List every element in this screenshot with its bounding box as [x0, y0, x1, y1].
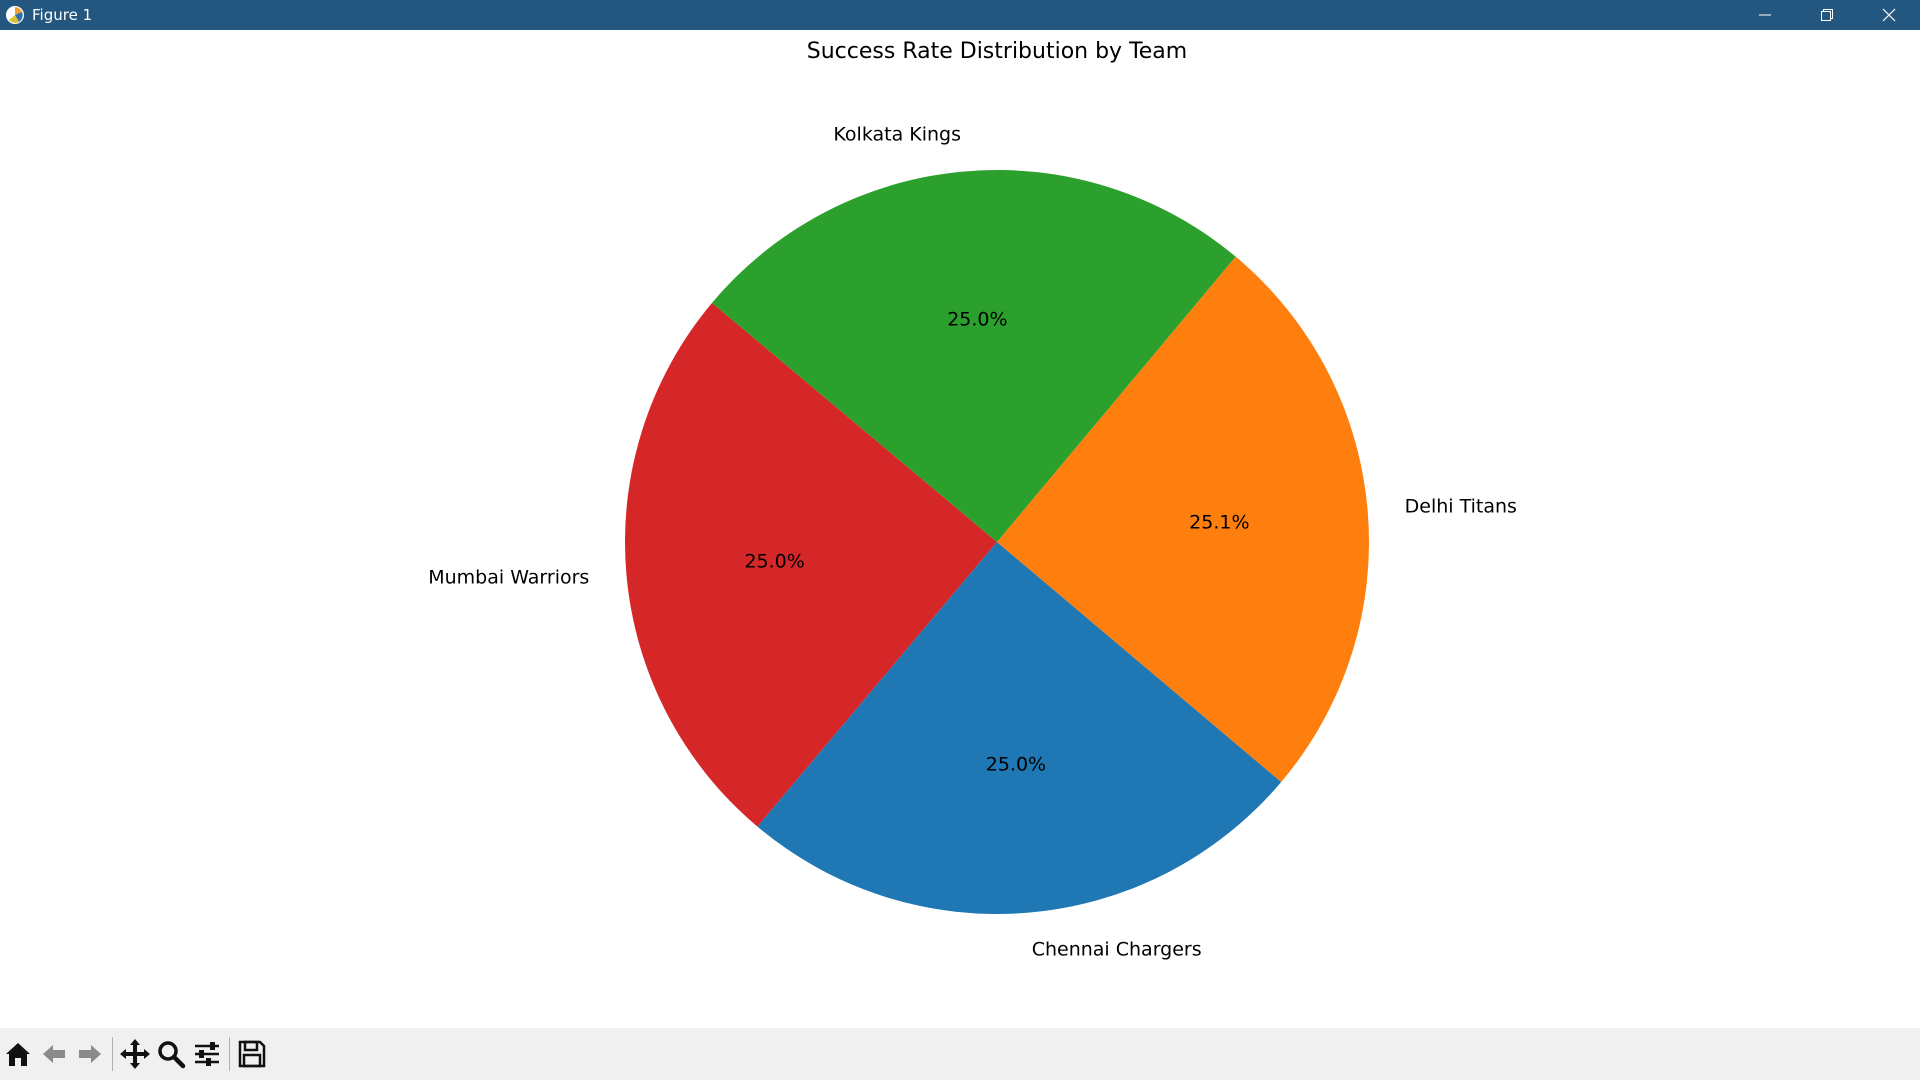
toolbar-separator: [229, 1037, 230, 1071]
pan-button[interactable]: [117, 1034, 153, 1074]
pie-slice-0: [625, 302, 997, 827]
home-icon: [6, 1043, 30, 1066]
home-button[interactable]: [0, 1034, 36, 1074]
figure-canvas: Success Rate Distribution by Team 25.0% M…: [0, 30, 1920, 1028]
restore-icon: [1821, 9, 1833, 21]
navigation-toolbar: [0, 1028, 1920, 1080]
restore-button[interactable]: [1796, 0, 1858, 30]
slice-percent-label: 25.0%: [744, 550, 804, 572]
configure-subplots-button[interactable]: [189, 1034, 225, 1074]
close-button[interactable]: [1858, 0, 1920, 30]
forward-button[interactable]: [72, 1034, 108, 1074]
slice-percent-label: 25.0%: [986, 753, 1046, 775]
slice-percent-label: 25.0%: [947, 309, 1007, 331]
pie-slice-1: [757, 542, 1282, 914]
forward-arrow-icon: [79, 1045, 101, 1063]
minimize-button[interactable]: [1734, 0, 1796, 30]
window-titlebar: Figure 1: [0, 0, 1920, 30]
close-icon: [1882, 8, 1896, 22]
pie-slice-2: [997, 256, 1369, 783]
back-arrow-icon: [43, 1045, 65, 1063]
slice-category-label: Mumbai Warriors: [428, 566, 589, 588]
window-title: Figure 1: [32, 6, 93, 24]
back-button[interactable]: [36, 1034, 72, 1074]
minimize-icon: [1759, 14, 1771, 16]
matplotlib-app-icon: [4, 4, 26, 26]
chart-title: Success Rate Distribution by Team: [807, 39, 1187, 64]
slice-category-label: Delhi Titans: [1405, 496, 1517, 518]
slice-category-label: Kolkata Kings: [833, 123, 961, 145]
pie-chart: Success Rate Distribution by Team 25.0% M…: [428, 39, 1517, 961]
slice-percent-label: 25.1%: [1189, 512, 1249, 534]
slice-category-label: Chennai Chargers: [1032, 939, 1202, 961]
zoom-magnifier-icon: [158, 1041, 186, 1069]
configure-subplots-icon: [195, 1042, 219, 1066]
pie-slice-3: [712, 169, 1236, 542]
save-floppy-icon: [238, 1040, 266, 1068]
zoom-button[interactable]: [153, 1034, 189, 1074]
toolbar-separator: [112, 1037, 113, 1071]
save-button[interactable]: [234, 1034, 270, 1074]
pan-move-icon: [120, 1039, 150, 1069]
